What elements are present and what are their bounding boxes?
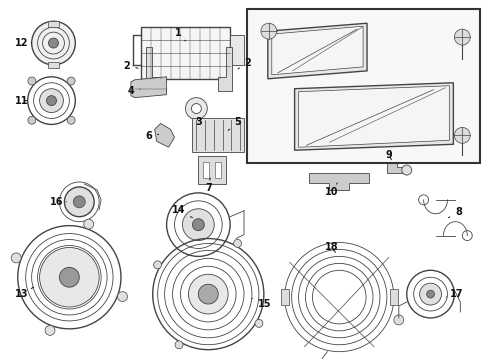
Circle shape	[67, 116, 75, 124]
Polygon shape	[298, 86, 448, 147]
Polygon shape	[154, 123, 174, 147]
Bar	[198, 156, 225, 184]
Circle shape	[453, 29, 469, 45]
Polygon shape	[271, 26, 362, 75]
Polygon shape	[294, 83, 452, 150]
Text: 13: 13	[15, 287, 34, 299]
Circle shape	[198, 284, 218, 304]
Circle shape	[426, 290, 434, 298]
Text: 16: 16	[50, 197, 66, 207]
Circle shape	[153, 261, 161, 269]
Circle shape	[67, 77, 75, 85]
Circle shape	[188, 274, 228, 314]
Bar	[389, 289, 397, 305]
Text: 12: 12	[15, 38, 32, 48]
Text: 3: 3	[195, 117, 202, 127]
Circle shape	[233, 239, 241, 247]
Circle shape	[453, 127, 469, 143]
Circle shape	[32, 21, 75, 65]
Text: 6: 6	[145, 131, 158, 141]
Circle shape	[60, 267, 79, 287]
Circle shape	[83, 219, 94, 229]
Circle shape	[182, 209, 214, 240]
Circle shape	[40, 89, 63, 113]
Text: 2: 2	[123, 61, 138, 71]
Bar	[47, 21, 60, 27]
Text: 5: 5	[228, 117, 241, 130]
Circle shape	[260, 23, 276, 39]
Bar	[203, 162, 209, 178]
Bar	[141, 27, 230, 79]
Polygon shape	[309, 173, 368, 190]
Text: 10: 10	[324, 183, 337, 197]
Circle shape	[461, 231, 471, 240]
Circle shape	[191, 104, 201, 113]
Circle shape	[255, 319, 263, 327]
Circle shape	[419, 283, 441, 305]
Circle shape	[64, 187, 94, 217]
Text: 9: 9	[385, 150, 391, 160]
Circle shape	[418, 195, 427, 205]
Bar	[246, 9, 479, 163]
Circle shape	[48, 38, 59, 48]
Text: 2: 2	[238, 58, 251, 69]
Text: 11: 11	[15, 96, 28, 105]
Bar	[230, 35, 244, 65]
Circle shape	[175, 341, 183, 349]
Polygon shape	[386, 163, 402, 173]
Polygon shape	[145, 47, 160, 91]
Circle shape	[401, 165, 411, 175]
Circle shape	[192, 219, 204, 231]
Text: 14: 14	[171, 205, 192, 218]
Circle shape	[117, 292, 127, 302]
Bar	[192, 118, 244, 152]
Polygon shape	[218, 47, 232, 91]
Circle shape	[28, 116, 36, 124]
Circle shape	[46, 96, 56, 105]
Text: 17: 17	[446, 289, 462, 299]
Polygon shape	[131, 77, 166, 98]
Circle shape	[40, 247, 99, 307]
Text: 8: 8	[447, 207, 461, 218]
Bar	[280, 289, 288, 305]
Circle shape	[73, 196, 85, 208]
Circle shape	[45, 325, 55, 336]
Polygon shape	[267, 23, 366, 79]
Bar	[215, 162, 221, 178]
Text: 7: 7	[204, 178, 211, 193]
Text: 4: 4	[127, 86, 140, 96]
Text: 18: 18	[324, 243, 337, 252]
Circle shape	[28, 77, 36, 85]
Circle shape	[11, 253, 21, 263]
Bar	[47, 62, 60, 68]
Text: 1: 1	[175, 28, 185, 41]
Circle shape	[185, 98, 207, 120]
Text: 15: 15	[252, 298, 271, 309]
Circle shape	[393, 315, 403, 325]
